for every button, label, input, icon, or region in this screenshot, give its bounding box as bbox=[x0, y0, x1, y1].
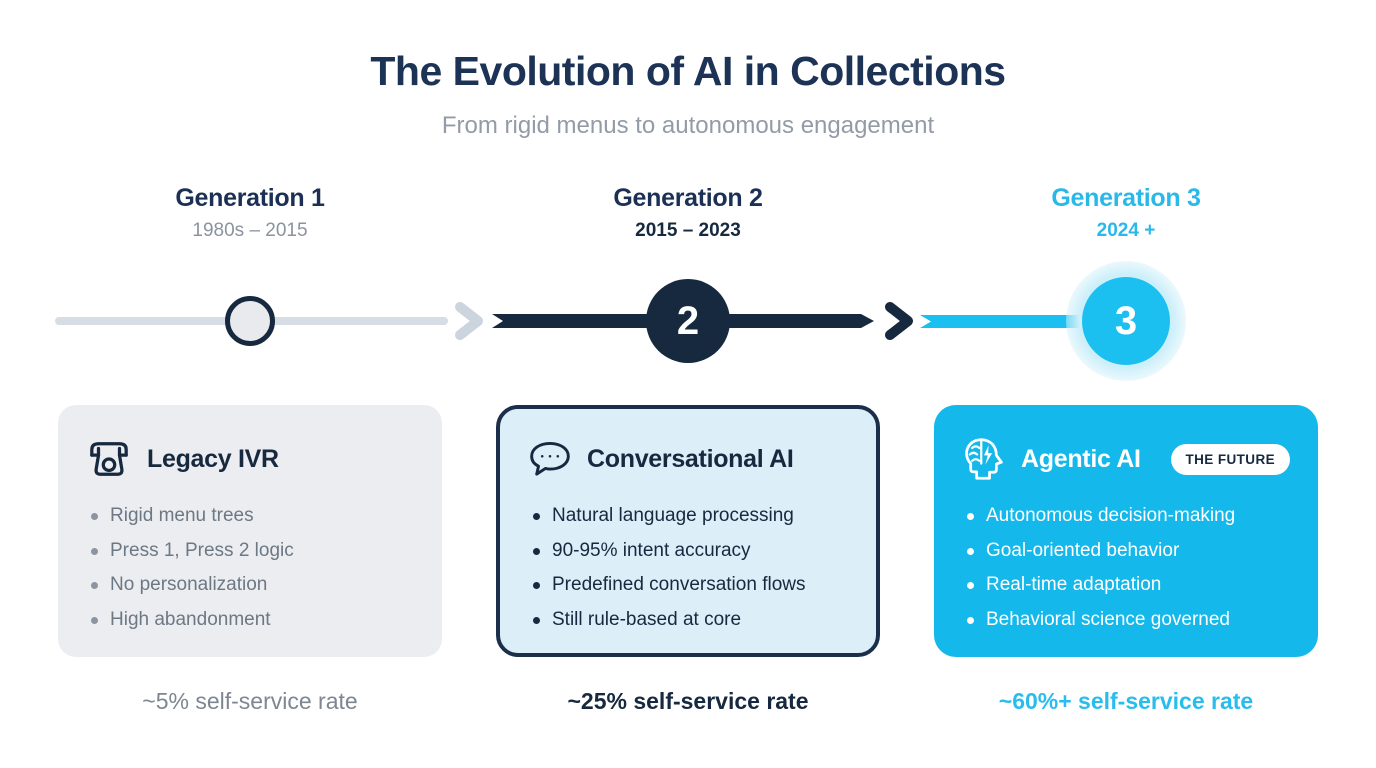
chat-bubble-icon bbox=[528, 438, 572, 480]
generation-2-label: Generation 2 bbox=[613, 184, 763, 212]
timeline-node-3: 3 bbox=[1082, 277, 1170, 365]
legacy-ivr-card: Legacy IVR Rigid menu trees Press 1, Pre… bbox=[58, 405, 442, 657]
page-title: The Evolution of AI in Collections bbox=[370, 48, 1006, 94]
bullet-item: Goal-oriented behavior bbox=[962, 540, 1290, 562]
agentic-ai-card-header: Agentic AI THE FUTURE bbox=[962, 435, 1290, 483]
future-badge: THE FUTURE bbox=[1170, 443, 1290, 475]
bullet-item: Rigid menu trees bbox=[86, 505, 414, 527]
bullet-item: Natural language processing bbox=[528, 505, 848, 527]
conversational-ai-card-header: Conversational AI bbox=[528, 435, 848, 483]
bullet-item: High abandonment bbox=[86, 609, 414, 631]
bullet-item: Still rule-based at core bbox=[528, 609, 848, 631]
legacy-ivr-title: Legacy IVR bbox=[147, 444, 279, 473]
self-service-rate-3: ~60%+ self-service rate bbox=[998, 688, 1254, 714]
self-service-rate-1: ~5% self-service rate bbox=[142, 688, 358, 714]
bullet-item: Behavioral science governed bbox=[962, 609, 1290, 631]
generation-2-period: 2015 – 2023 bbox=[635, 220, 741, 241]
generation-3-label: Generation 3 bbox=[1051, 184, 1201, 212]
bullet-item: 90-95% intent accuracy bbox=[528, 540, 848, 562]
conversational-ai-card: Conversational AI Natural language proce… bbox=[496, 405, 880, 657]
generation-1-header: Generation 1 1980s – 2015 bbox=[58, 184, 442, 242]
self-service-rate-2: ~25% self-service rate bbox=[567, 688, 809, 714]
generation-3-header: Generation 3 2024 + bbox=[934, 184, 1318, 242]
legacy-ivr-bullet-list: Rigid menu trees Press 1, Press 2 logic … bbox=[86, 505, 414, 631]
bullet-item: Real-time adaptation bbox=[962, 574, 1290, 596]
ai-head-icon bbox=[962, 436, 1006, 482]
telephone-icon bbox=[86, 438, 132, 480]
conversational-ai-title: Conversational AI bbox=[587, 444, 794, 473]
generation-1-period: 1980s – 2015 bbox=[192, 220, 308, 241]
timeline-node-1 bbox=[225, 296, 275, 346]
bullet-item: Autonomous decision-making bbox=[962, 505, 1290, 527]
chevron-right-icon bbox=[455, 302, 483, 340]
bullet-item: No personalization bbox=[86, 574, 414, 596]
agentic-ai-bullet-list: Autonomous decision-making Goal-oriented… bbox=[962, 505, 1290, 631]
timeline-node-2: 2 bbox=[646, 279, 730, 363]
conversational-ai-bullet-list: Natural language processing 90-95% inten… bbox=[528, 505, 848, 631]
agentic-ai-title: Agentic AI bbox=[1021, 444, 1141, 473]
bullet-item: Press 1, Press 2 logic bbox=[86, 540, 414, 562]
generation-2-header: Generation 2 2015 – 2023 bbox=[496, 184, 880, 242]
chevron-right-icon bbox=[885, 302, 913, 340]
page-subtitle: From rigid menus to autonomous engagemen… bbox=[441, 112, 935, 139]
generation-3-period: 2024 + bbox=[1096, 220, 1156, 241]
generation-1-label: Generation 1 bbox=[175, 184, 325, 212]
bullet-item: Predefined conversation flows bbox=[528, 574, 848, 596]
legacy-ivr-card-header: Legacy IVR bbox=[86, 435, 414, 483]
agentic-ai-card: Agentic AI THE FUTURE Autonomous decisio… bbox=[934, 405, 1318, 657]
